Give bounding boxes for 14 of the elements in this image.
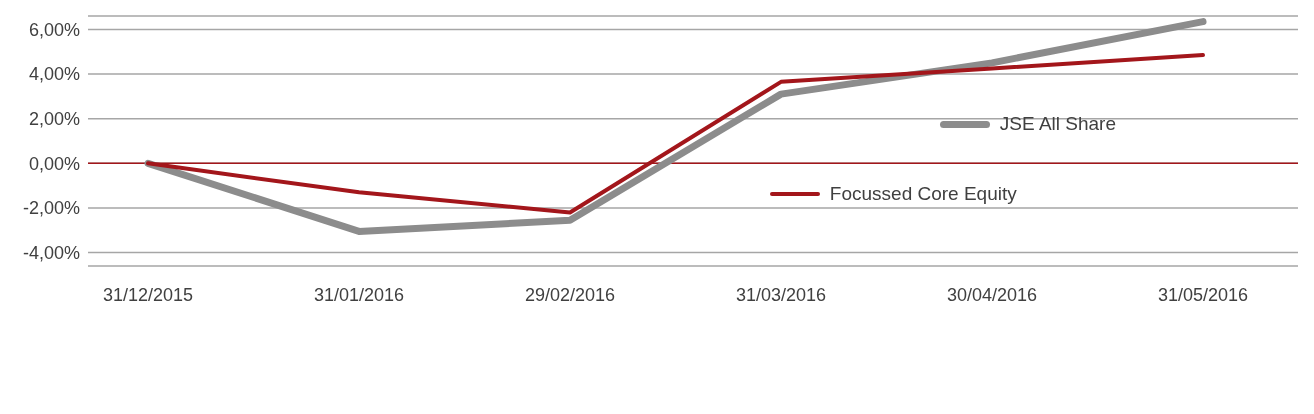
legend-label: JSE All Share [999,113,1116,135]
y-tick-label: -4,00% [22,243,80,263]
legend-label: Focussed Core Equity [829,183,1017,205]
x-tick-label: 31/05/2016 [1157,284,1249,305]
y-tick-label: 2,00% [28,109,80,130]
y-tick-label: 4,00% [28,64,80,85]
y-tick-label: 0,00% [28,153,80,174]
x-tick-label: 30/04/2016 [946,284,1038,305]
x-tick-label: 31/12/2015 [102,284,194,305]
x-tick-label: 31/03/2016 [735,284,827,305]
y-tick-label: -2,00% [22,198,80,219]
y-tick-label: 6,00% [28,19,80,40]
x-tick-label: 31/01/2016 [313,284,405,305]
x-tick-label: 29/02/2016 [524,284,616,305]
